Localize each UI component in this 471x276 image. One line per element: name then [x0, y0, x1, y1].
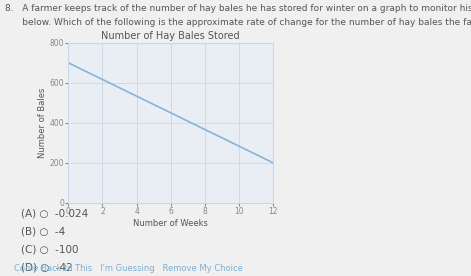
Text: (D) ○  -42: (D) ○ -42 [21, 262, 73, 272]
Text: (C) ○  -100: (C) ○ -100 [21, 244, 79, 254]
Text: (A) ○  -0.024: (A) ○ -0.024 [21, 208, 89, 218]
Text: below. Which of the following is the approximate rate of change for the number o: below. Which of the following is the app… [5, 18, 471, 27]
X-axis label: Number of Weeks: Number of Weeks [133, 219, 208, 228]
Text: 8.   A farmer keeps track of the number of hay bales he has stored for winter on: 8. A farmer keeps track of the number of… [5, 4, 471, 13]
Y-axis label: Number of Bales: Number of Bales [38, 88, 47, 158]
Title: Number of Hay Bales Stored: Number of Hay Bales Stored [101, 31, 240, 41]
Text: (B) ○  -4: (B) ○ -4 [21, 226, 65, 236]
Text: Come Back to This   I'm Guessing   Remove My Choice: Come Back to This I'm Guessing Remove My… [14, 264, 243, 273]
